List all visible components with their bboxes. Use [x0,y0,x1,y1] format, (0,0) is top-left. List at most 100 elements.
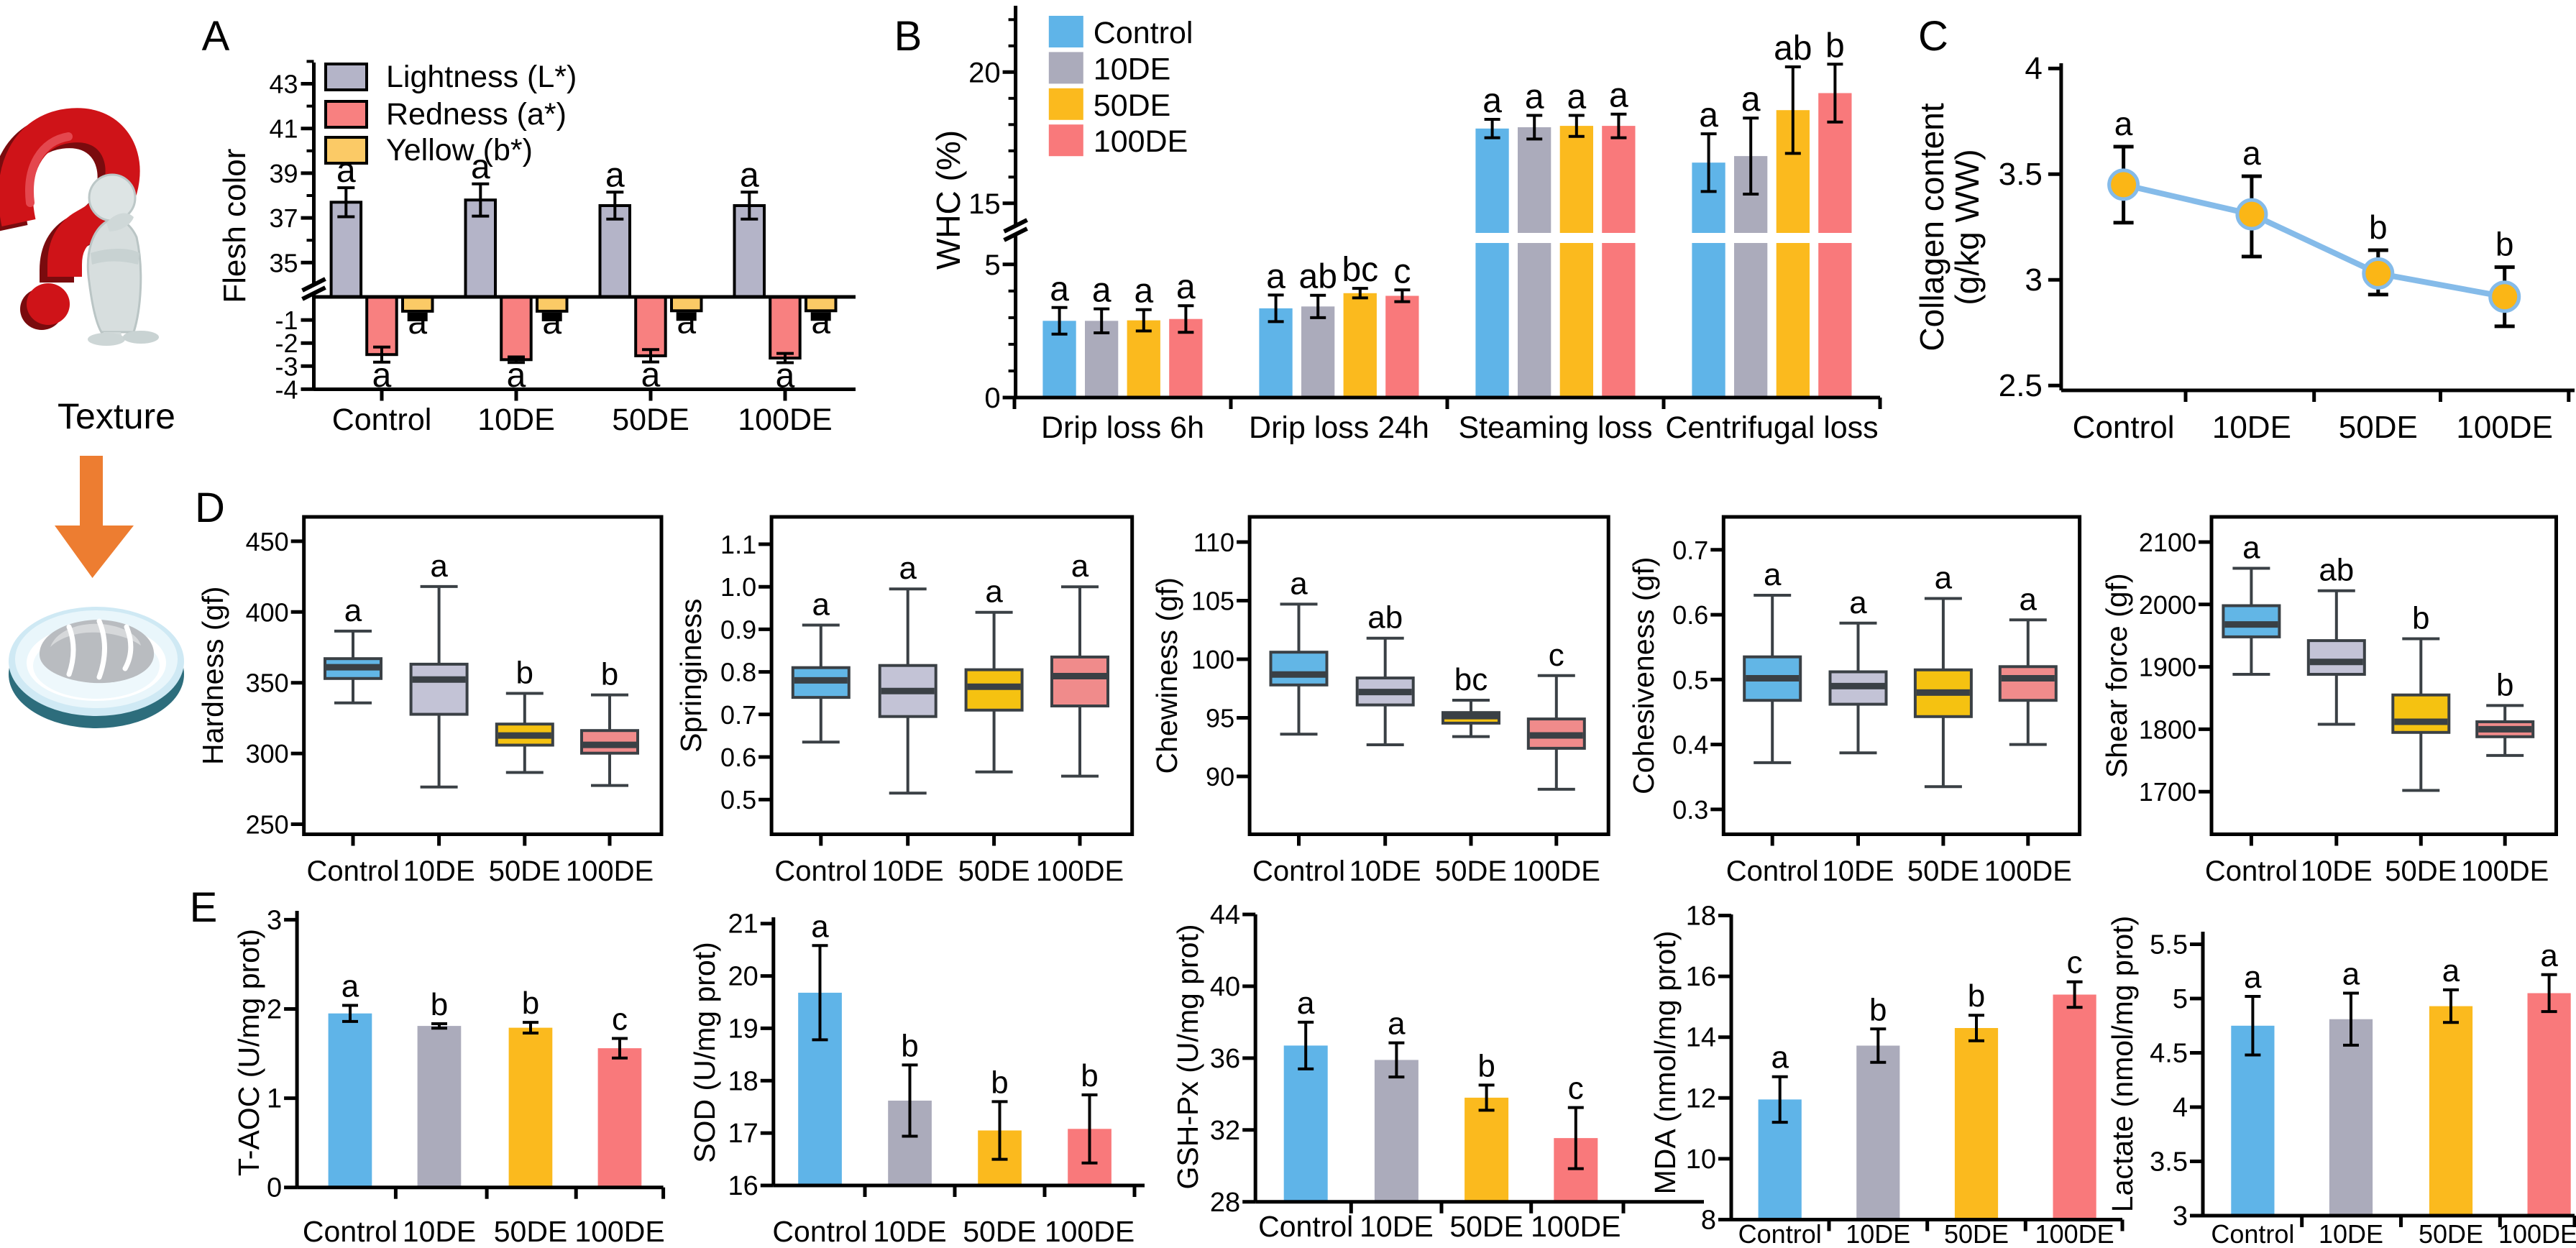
svg-text:100DE: 100DE [1984,855,2072,887]
svg-text:a: a [811,909,829,944]
svg-text:b: b [2496,667,2513,702]
svg-text:a: a [2540,938,2558,973]
svg-text:20: 20 [968,57,1001,88]
svg-text:D: D [195,485,225,531]
svg-text:a: a [1699,96,1718,134]
svg-text:a: a [342,969,359,1004]
svg-text:C: C [1918,13,1948,60]
svg-text:8: 8 [1701,1206,1716,1236]
svg-text:10DE: 10DE [872,855,944,887]
svg-text:32: 32 [1210,1116,1240,1146]
svg-text:0.6: 0.6 [720,743,756,772]
svg-text:50DE: 50DE [612,403,689,437]
svg-text:100DE: 100DE [574,1215,664,1244]
svg-text:a: a [2020,582,2038,617]
svg-text:b: b [1081,1058,1098,1093]
svg-text:100: 100 [1191,645,1234,674]
svg-text:b: b [2369,208,2388,246]
svg-text:Control: Control [2073,410,2175,445]
svg-text:Control: Control [303,1215,398,1244]
svg-text:Control: Control [774,855,867,887]
svg-text:b: b [1869,992,1887,1027]
svg-text:0.7: 0.7 [720,700,756,730]
svg-text:20: 20 [728,962,758,992]
svg-text:b: b [2412,601,2429,636]
svg-text:c: c [1393,252,1411,290]
svg-text:28: 28 [1210,1188,1240,1218]
svg-text:a: a [471,148,490,186]
svg-text:100DE: 100DE [1094,124,1188,159]
svg-text:0.5: 0.5 [720,785,756,815]
svg-text:0.3: 0.3 [1672,795,1708,825]
svg-text:Control: Control [2211,1219,2294,1244]
svg-text:Control: Control [772,1215,867,1244]
svg-text:0.6: 0.6 [1672,600,1708,630]
svg-text:3: 3 [2025,262,2042,298]
svg-text:100DE: 100DE [2456,410,2553,445]
svg-text:-1: -1 [275,306,298,335]
svg-text:b: b [431,987,448,1022]
svg-text:100DE: 100DE [1513,855,1600,887]
svg-text:10DE: 10DE [1094,52,1171,86]
svg-text:5: 5 [2173,984,2188,1014]
svg-text:37: 37 [269,203,298,233]
svg-text:Control: Control [1258,1210,1353,1243]
svg-text:Steaming loss: Steaming loss [1458,410,1652,445]
svg-text:Texture: Texture [58,396,175,436]
svg-text:50DE: 50DE [1449,1210,1523,1243]
svg-text:a: a [2242,134,2261,172]
svg-text:105: 105 [1191,587,1234,616]
svg-text:0: 0 [984,382,1000,414]
svg-text:c: c [1568,1071,1584,1106]
svg-text:50DE: 50DE [489,855,561,887]
svg-text:c: c [2067,945,2083,981]
svg-text:50DE: 50DE [494,1215,568,1244]
svg-text:41: 41 [269,114,298,144]
svg-text:a: a [1764,557,1782,592]
svg-text:a: a [1567,78,1586,116]
svg-text:10DE: 10DE [403,1215,477,1244]
svg-text:bc: bc [1342,251,1378,289]
svg-text:5.5: 5.5 [2150,930,2188,960]
svg-text:50DE: 50DE [2385,855,2457,887]
svg-text:100DE: 100DE [566,855,654,887]
svg-text:bc: bc [1454,662,1488,697]
svg-text:10DE: 10DE [477,403,555,437]
svg-text:c: c [1549,638,1564,673]
svg-text:a: a [1290,566,1308,601]
svg-text:0: 0 [267,1173,282,1203]
svg-text:b: b [516,656,533,691]
svg-text:50DE: 50DE [1435,855,1507,887]
svg-text:100DE: 100DE [738,403,832,437]
svg-text:a: a [899,551,917,586]
svg-text:B: B [894,13,922,60]
svg-text:Shear force (gf): Shear force (gf) [2100,573,2133,778]
svg-text:Centrifugal loss: Centrifugal loss [1665,410,1878,445]
svg-text:A: A [202,13,230,60]
svg-text:Control: Control [2205,855,2298,887]
svg-text:Drip loss 6h: Drip loss 6h [1041,410,1204,445]
svg-text:a: a [1741,81,1761,119]
svg-text:3: 3 [2173,1201,2188,1231]
svg-text:Control: Control [307,855,400,887]
svg-text:a: a [1134,272,1153,311]
svg-text:ab: ab [1299,258,1337,296]
svg-text:50DE: 50DE [1094,88,1171,123]
svg-text:50DE: 50DE [1944,1219,2009,1244]
svg-text:a: a [812,587,830,623]
svg-text:a: a [1176,268,1196,306]
svg-text:a: a [1050,270,1069,308]
svg-text:WHC (%): WHC (%) [930,130,967,270]
svg-text:Control: Control [332,403,432,437]
svg-text:a: a [1092,272,1111,310]
svg-text:a: a [542,303,562,341]
svg-text:a: a [430,549,448,584]
svg-text:100DE: 100DE [1036,855,1124,887]
svg-text:1.0: 1.0 [720,572,756,602]
svg-text:Control: Control [1094,16,1193,50]
svg-text:c: c [612,1002,628,1037]
svg-text:10: 10 [1686,1144,1716,1175]
svg-text:a: a [1849,585,1867,620]
svg-text:3: 3 [267,905,282,935]
svg-text:2: 2 [267,995,282,1025]
